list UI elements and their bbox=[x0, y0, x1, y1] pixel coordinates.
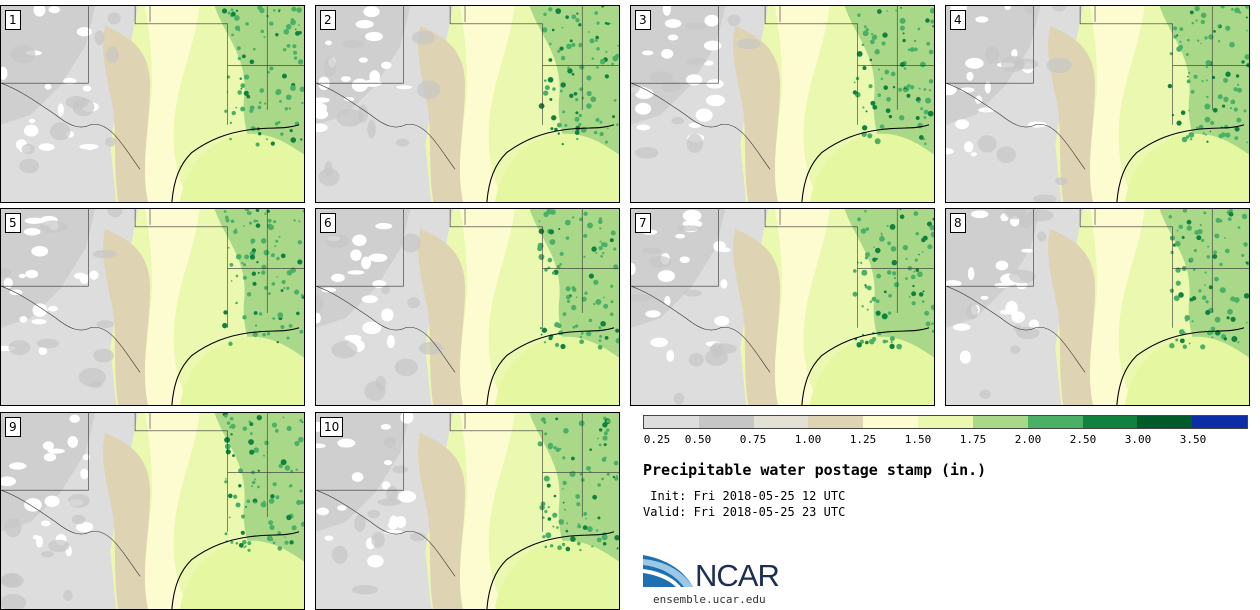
colorbar-swatch bbox=[1082, 416, 1138, 428]
colorbar-swatch bbox=[918, 416, 973, 428]
ncar-wordmark: NCAR bbox=[695, 558, 780, 593]
valid-time: Valid: Fri 2018-05-25 23 UTC bbox=[643, 505, 846, 519]
member-panel: 1 bbox=[0, 5, 305, 203]
colorbar-tick-label: 1.50 bbox=[904, 433, 932, 446]
colorbar bbox=[643, 415, 1248, 429]
colorbar-swatch bbox=[1027, 416, 1083, 428]
colorbar-tick-label: 1.75 bbox=[959, 433, 987, 446]
colorbar-swatch bbox=[1192, 416, 1247, 428]
member-panel: 10 bbox=[315, 412, 620, 610]
member-number-label: 10 bbox=[320, 417, 344, 437]
member-number-label: 9 bbox=[5, 417, 21, 437]
member-panel: 5 bbox=[0, 208, 305, 406]
colorbar-tick-label: 0.25 bbox=[643, 433, 671, 446]
colorbar-tick-label: 2.00 bbox=[1014, 433, 1042, 446]
member-number-label: 2 bbox=[320, 10, 336, 30]
colorbar-tick-label: 0.50 bbox=[684, 433, 712, 446]
member-number-label: 1 bbox=[5, 10, 21, 30]
member-number-label: 7 bbox=[635, 213, 651, 233]
member-number-label: 4 bbox=[950, 10, 966, 30]
colorbar-swatch bbox=[863, 416, 919, 428]
colorbar-tick-label: 3.50 bbox=[1179, 433, 1207, 446]
colorbar-tick-label: 1.00 bbox=[794, 433, 822, 446]
colorbar-swatch bbox=[698, 416, 754, 428]
colorbar-tick-label: 2.50 bbox=[1069, 433, 1097, 446]
member-panel: 3 bbox=[630, 5, 935, 203]
colorbar-swatch bbox=[808, 416, 864, 428]
colorbar-swatch bbox=[972, 416, 1028, 428]
member-panel: 2 bbox=[315, 5, 620, 203]
product-title: Precipitable water postage stamp (in.) bbox=[643, 461, 987, 479]
colorbar-tick-label: 0.75 bbox=[739, 433, 767, 446]
ncar-swoosh-icon bbox=[643, 555, 693, 587]
member-number-label: 6 bbox=[320, 213, 336, 233]
member-number-label: 5 bbox=[5, 213, 21, 233]
member-panel: 4 bbox=[945, 5, 1250, 203]
site-url: ensemble.ucar.edu bbox=[653, 593, 766, 606]
colorbar-tick-label: 3.00 bbox=[1124, 433, 1152, 446]
ncar-logo: NCAR bbox=[643, 553, 803, 593]
colorbar-swatch bbox=[753, 416, 809, 428]
member-number-label: 3 bbox=[635, 10, 651, 30]
colorbar-tick-labels: 0.25 0.50 0.75 1.00 1.25 1.50 1.75 2.00 2.50 3.00… bbox=[643, 433, 1248, 447]
member-panel: 8 bbox=[945, 208, 1250, 406]
init-time: Init: Fri 2018-05-25 12 UTC bbox=[643, 489, 846, 503]
member-number-label: 8 bbox=[950, 213, 966, 233]
member-panel: 7 bbox=[630, 208, 935, 406]
member-panel: 6 bbox=[315, 208, 620, 406]
colorbar-swatch bbox=[1137, 416, 1193, 428]
colorbar-tick-label: 1.25 bbox=[849, 433, 877, 446]
colorbar-swatch bbox=[644, 416, 699, 428]
member-panel: 9 bbox=[0, 412, 305, 610]
